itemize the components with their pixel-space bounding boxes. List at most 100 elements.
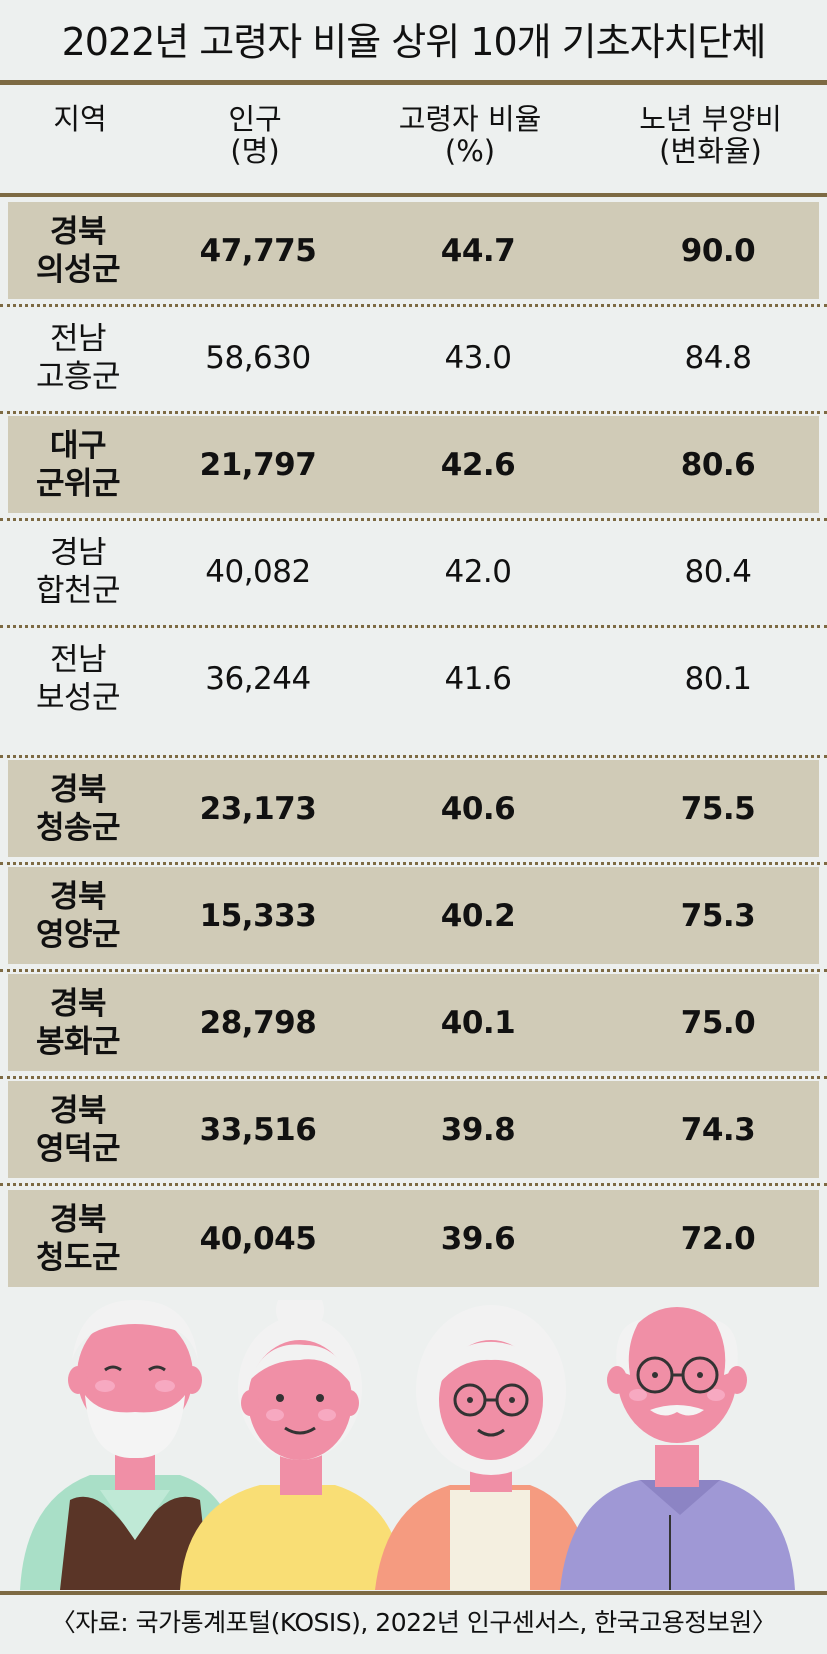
elderly-ratio-cell: 42.6	[440, 446, 516, 483]
elderly-woman-bun-figure	[180, 1286, 405, 1590]
table-row: 경북 청송군 23,173 40.6 75.5	[8, 760, 819, 857]
population-cell: 33,516	[199, 1111, 317, 1148]
top-rule	[0, 80, 827, 85]
province-label: 경북	[49, 985, 107, 1022]
row-divider	[0, 518, 827, 521]
elderly-ratio-cell: 43.0	[444, 339, 512, 376]
header-region: 지역	[15, 103, 145, 135]
table-row: 경북 의성군 47,775 44.7 90.0	[8, 202, 819, 299]
county-label: 합천군	[35, 572, 121, 609]
province-label: 경남	[49, 534, 107, 571]
population-cell: 23,173	[199, 790, 317, 827]
dependency-cell: 84.8	[684, 339, 752, 376]
dependency-cell: 74.3	[680, 1111, 756, 1148]
elderly-ratio-cell: 40.1	[440, 1004, 516, 1041]
county-label: 고흥군	[35, 358, 121, 395]
page-title: 2022년 고령자 비율 상위 10개 기초자치단체	[61, 20, 767, 64]
dependency-cell: 75.0	[680, 1004, 756, 1041]
region-cell: 경북 봉화군	[8, 974, 148, 1071]
population-cell: 58,630	[205, 339, 311, 376]
table-header: 지역 인구 (명) 고령자 비율 (%) 노년 부양비 (변화율)	[0, 85, 827, 193]
elderly-ratio-cell: 44.7	[440, 232, 516, 269]
table-row: 경남 합천군 40,082 42.0 80.4	[8, 523, 819, 620]
population-cell: 47,775	[199, 232, 317, 269]
dependency-cell: 75.3	[680, 897, 756, 934]
province-label: 경북	[49, 771, 107, 808]
county-label: 보성군	[35, 679, 121, 716]
province-label: 경북	[49, 1201, 107, 1238]
elderly-ratio-cell: 42.0	[444, 553, 512, 590]
four-elderly-people-illustration	[0, 1286, 827, 1590]
row-divider	[0, 411, 827, 414]
dependency-cell: 80.6	[680, 446, 756, 483]
elderly-man-glasses-figure	[560, 1307, 795, 1590]
dependency-cell: 75.5	[680, 790, 756, 827]
header-population-label: 인구	[228, 102, 282, 136]
row-divider	[0, 969, 827, 972]
region-cell: 경북 청도군	[8, 1190, 148, 1287]
population-cell: 40,082	[205, 553, 311, 590]
elderly-ratio-cell: 39.8	[440, 1111, 516, 1148]
region-cell: 경남 합천군	[8, 523, 148, 620]
header-region-label: 지역	[53, 102, 107, 136]
header-dependency-label: 노년 부양비	[639, 102, 782, 136]
table-row: 대구 군위군 21,797 42.6 80.6	[8, 416, 819, 513]
region-cell: 경북 영덕군	[8, 1081, 148, 1178]
region-cell: 전남 고흥군	[8, 309, 148, 406]
row-divider	[0, 304, 827, 307]
header-elderly-ratio-unit: (%)	[444, 134, 496, 168]
population-cell: 21,797	[199, 446, 317, 483]
province-label: 전남	[49, 320, 107, 357]
population-cell: 36,244	[205, 660, 311, 697]
province-label: 전남	[49, 641, 107, 678]
row-divider	[0, 862, 827, 865]
dependency-cell: 80.1	[684, 660, 752, 697]
elderly-ratio-cell: 41.6	[444, 660, 512, 697]
header-dependency: 노년 부양비 (변화율)	[608, 103, 813, 167]
region-cell: 전남 보성군	[8, 630, 148, 727]
population-cell: 40,045	[199, 1220, 317, 1257]
header-elderly-ratio-label: 고령자 비율	[398, 102, 542, 136]
province-label: 경북	[49, 213, 107, 250]
table-row: 경북 청도군 40,045 39.6 72.0	[8, 1190, 819, 1287]
county-label: 군위군	[35, 465, 121, 502]
county-label: 청송군	[35, 809, 121, 846]
region-cell: 경북 영양군	[8, 867, 148, 964]
header-dependency-unit: (변화율)	[659, 134, 762, 168]
county-label: 영덕군	[35, 1130, 121, 1167]
table-row: 경북 영양군 15,333 40.2 75.3	[8, 867, 819, 964]
elderly-ratio-cell: 40.6	[440, 790, 516, 827]
county-label: 청도군	[35, 1239, 121, 1276]
source-note: 〈자료: 국가통계포털(KOSIS), 2022년 인구센서스, 한국고용정보원…	[50, 1608, 777, 1637]
header-rule	[0, 193, 827, 197]
row-divider	[0, 755, 827, 758]
province-label: 경북	[49, 878, 107, 915]
bottom-rule	[0, 1591, 827, 1595]
region-cell: 경북 의성군	[8, 202, 148, 299]
header-population-unit: (명)	[230, 134, 280, 168]
province-label: 경북	[49, 1092, 107, 1129]
table-row: 전남 고흥군 58,630 43.0 84.8	[8, 309, 819, 406]
county-label: 영양군	[35, 916, 121, 953]
population-cell: 28,798	[199, 1004, 317, 1041]
header-population: 인구 (명)	[160, 103, 350, 167]
region-cell: 대구 군위군	[8, 416, 148, 513]
row-divider	[0, 1076, 827, 1079]
province-label: 대구	[49, 427, 107, 464]
header-elderly-ratio: 고령자 비율 (%)	[375, 103, 565, 167]
dependency-cell: 80.4	[684, 553, 752, 590]
table-row: 전남 보성군 36,244 41.6 80.1	[8, 630, 819, 727]
county-label: 의성군	[35, 251, 121, 288]
table-row: 경북 영덕군 33,516 39.8 74.3	[8, 1081, 819, 1178]
elderly-man-vest-figure	[20, 1300, 245, 1590]
row-divider	[0, 625, 827, 628]
population-cell: 15,333	[199, 897, 317, 934]
dependency-cell: 90.0	[680, 232, 756, 269]
table-row: 경북 봉화군 28,798 40.1 75.0	[8, 974, 819, 1071]
dependency-cell: 72.0	[680, 1220, 756, 1257]
elderly-ratio-cell: 39.6	[440, 1220, 516, 1257]
elderly-woman-glasses-figure	[375, 1305, 595, 1590]
county-label: 봉화군	[35, 1023, 121, 1060]
region-cell: 경북 청송군	[8, 760, 148, 857]
row-divider	[0, 1183, 827, 1186]
